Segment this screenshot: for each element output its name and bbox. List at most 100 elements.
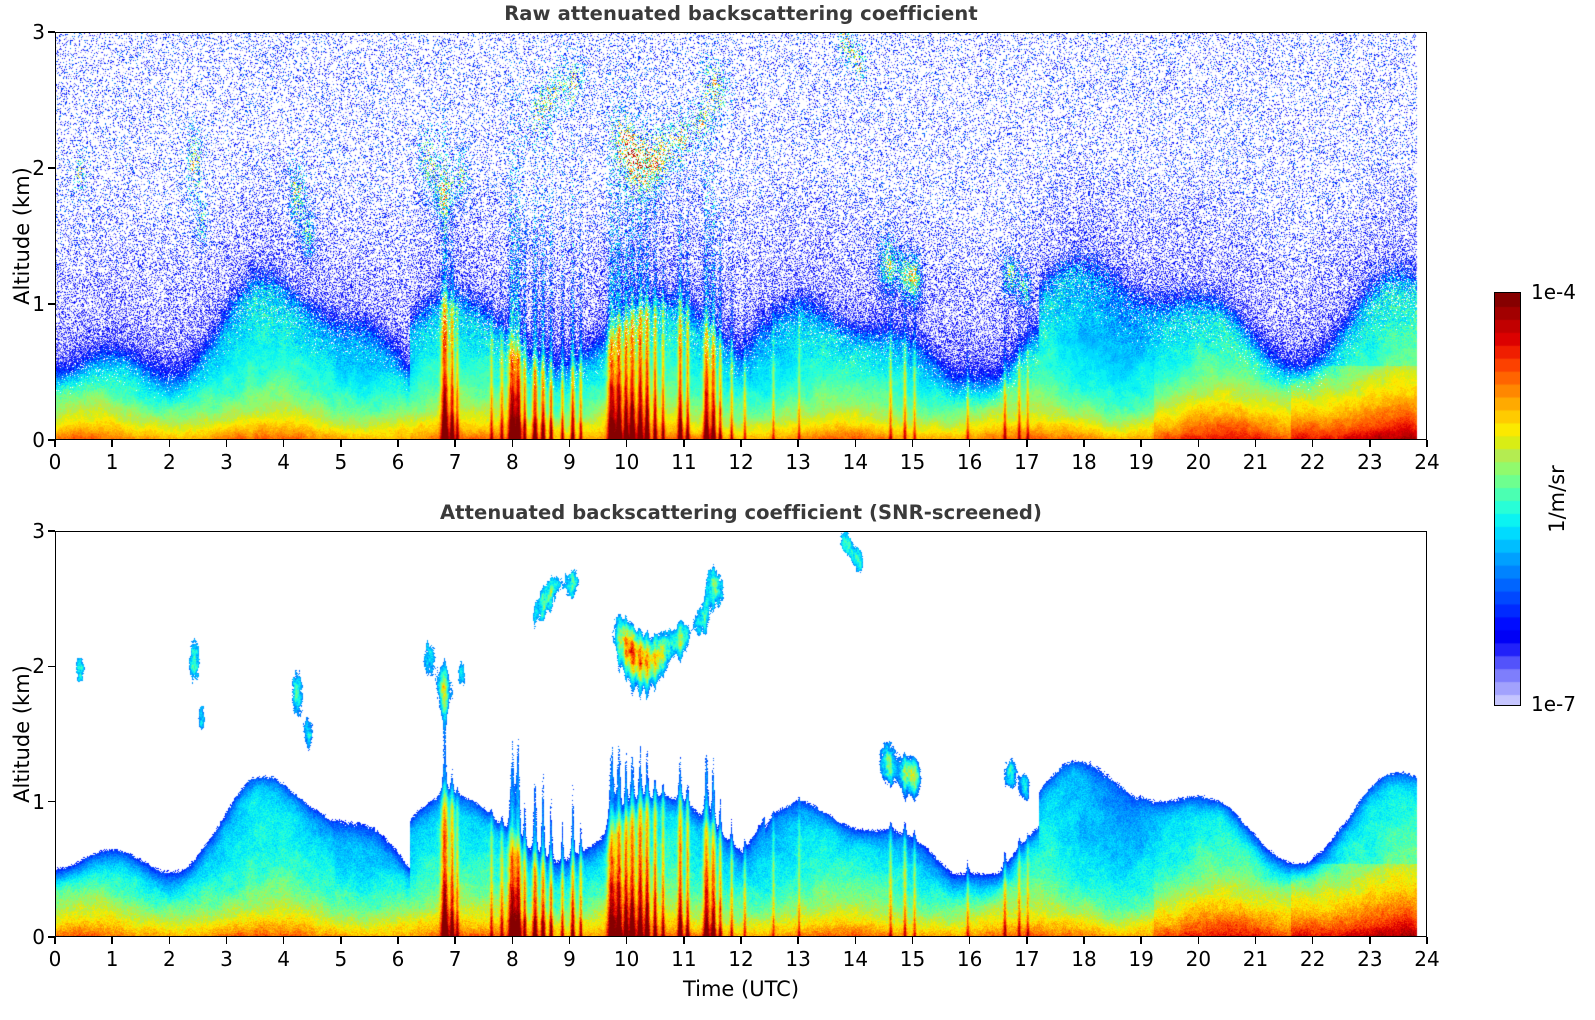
- x-tick: [1254, 440, 1257, 447]
- x-tick-label: 19: [1128, 450, 1154, 474]
- x-tick-label: 21: [1242, 450, 1269, 474]
- x-tick-label: 7: [448, 947, 462, 971]
- x-tick: [1197, 937, 1200, 944]
- x-tick: [454, 440, 456, 447]
- x-tick: [1254, 937, 1257, 944]
- x-tick-label: 24: [1414, 947, 1440, 971]
- panel-screened-title: Attenuated backscattering coefficient (S…: [439, 501, 1043, 524]
- x-tick: [911, 440, 914, 447]
- x-tick: [1083, 937, 1085, 944]
- x-tick-label: 5: [334, 450, 348, 474]
- y-axis-label-raw: Altitude (km): [10, 167, 34, 305]
- x-tick: [511, 937, 514, 944]
- x-tick: [168, 937, 171, 944]
- colorbar-canvas: [1495, 293, 1520, 705]
- x-tick: [911, 937, 914, 944]
- x-tick-label: 3: [220, 947, 233, 971]
- x-tick-label: 16: [956, 947, 983, 971]
- x-tick: [797, 440, 799, 447]
- x-tick: [340, 440, 342, 447]
- x-tick-label: 4: [277, 947, 291, 971]
- x-tick-label: 0: [48, 450, 62, 474]
- y-axis-label-screened: Altitude (km): [10, 665, 34, 803]
- x-tick-label: 17: [1014, 947, 1040, 971]
- y-tick: [48, 800, 55, 803]
- x-tick: [225, 937, 228, 944]
- y-tick: [48, 936, 55, 938]
- x-tick: [683, 937, 685, 944]
- x-tick-label: 19: [1128, 947, 1154, 971]
- y-tick: [48, 303, 55, 305]
- x-tick-label: 24: [1414, 450, 1440, 474]
- x-tick: [1140, 937, 1142, 944]
- x-tick: [568, 937, 571, 944]
- x-tick: [1140, 440, 1142, 447]
- x-tick-label: 14: [842, 450, 869, 474]
- x-tick: [1311, 937, 1314, 944]
- x-tick-label: 23: [1357, 947, 1383, 971]
- x-tick-label: 23: [1357, 450, 1383, 474]
- y-tick-label: 2: [32, 654, 45, 679]
- x-tick: [1369, 937, 1371, 944]
- x-tick-label: 10: [613, 947, 640, 971]
- x-tick-label: 11: [671, 450, 697, 474]
- y-tick: [48, 439, 55, 441]
- x-tick: [625, 937, 628, 944]
- x-tick: [740, 440, 742, 447]
- x-tick: [854, 937, 857, 944]
- x-tick: [1197, 440, 1200, 447]
- axes-raw: [55, 32, 1427, 440]
- x-tick: [340, 937, 342, 944]
- x-tick-label: 6: [391, 450, 405, 474]
- x-tick-label: 11: [671, 947, 697, 971]
- colorbar-min-label: 1e-7: [1531, 692, 1576, 716]
- x-tick-label: 3: [220, 450, 233, 474]
- panel-raw-title: Raw attenuated backscattering coefficien…: [504, 2, 978, 25]
- x-tick: [397, 937, 399, 944]
- x-tick-label: 18: [1071, 450, 1097, 474]
- x-tick: [111, 440, 113, 447]
- y-tick-label: 0: [32, 428, 45, 452]
- y-tick-label: 2: [32, 156, 45, 180]
- x-tick: [225, 440, 228, 447]
- x-tick: [1026, 937, 1028, 944]
- heatmap-screened-canvas: [56, 532, 1426, 936]
- y-tick: [48, 530, 55, 532]
- x-tick-label: 20: [1185, 947, 1212, 971]
- x-tick: [454, 937, 456, 944]
- y-tick-label: 3: [32, 519, 45, 543]
- x-tick-label: 1: [105, 947, 119, 971]
- x-tick-label: 21: [1242, 947, 1269, 971]
- y-tick-label: 3: [32, 20, 45, 44]
- x-tick-label: 14: [842, 947, 869, 971]
- x-tick: [1426, 440, 1428, 447]
- x-tick-label: 15: [899, 450, 926, 474]
- colorbar-gradient: [1494, 292, 1521, 706]
- x-tick: [797, 937, 799, 944]
- x-tick-label: 10: [613, 450, 640, 474]
- x-tick: [625, 440, 628, 447]
- x-tick-label: 1: [105, 450, 119, 474]
- x-tick: [111, 937, 113, 944]
- y-tick-label: 1: [32, 292, 45, 316]
- x-tick-label: 6: [391, 947, 405, 971]
- x-tick-label: 9: [563, 450, 576, 474]
- x-tick: [854, 440, 857, 447]
- x-tick-label: 9: [563, 947, 576, 971]
- x-tick-label: 8: [505, 450, 519, 474]
- x-tick: [168, 440, 171, 447]
- y-tick: [48, 167, 55, 169]
- x-tick: [397, 440, 399, 447]
- x-tick: [1083, 440, 1085, 447]
- x-tick-label: 15: [899, 947, 926, 971]
- x-tick-label: 20: [1185, 450, 1212, 474]
- x-tick: [511, 440, 514, 447]
- x-tick-label: 7: [448, 450, 462, 474]
- x-tick-label: 8: [505, 947, 519, 971]
- x-tick-label: 16: [956, 450, 983, 474]
- x-tick: [1311, 440, 1314, 447]
- x-tick-label: 12: [728, 450, 754, 474]
- x-tick: [54, 440, 56, 447]
- x-tick-label: 22: [1299, 947, 1326, 971]
